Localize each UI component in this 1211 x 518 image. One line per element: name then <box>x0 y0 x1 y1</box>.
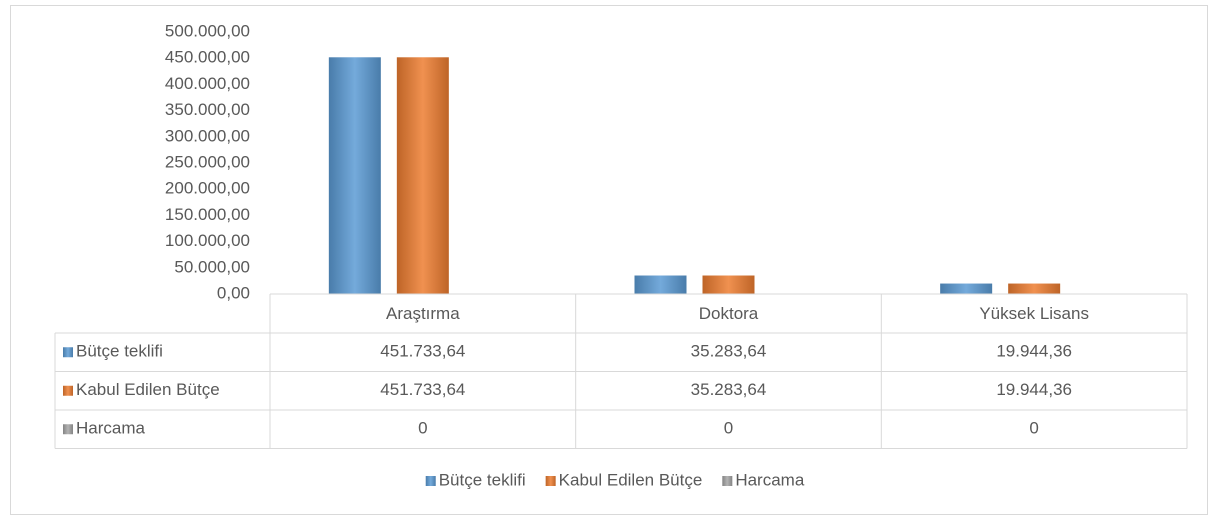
x-tick-label: Doktora <box>699 304 759 323</box>
y-tick-label: 0,00 <box>217 283 250 302</box>
table-value: 451.733,64 <box>380 380 465 399</box>
x-tick-label: Yüksek Lisans <box>979 304 1089 323</box>
y-tick-label: 500.000,00 <box>165 21 250 40</box>
y-tick-label: 250.000,00 <box>165 152 250 171</box>
legend-key <box>425 476 436 486</box>
legend-key <box>63 424 73 435</box>
legend-key <box>63 385 73 396</box>
x-tick-label: Araştırma <box>386 304 460 323</box>
y-tick-label: 450.000,00 <box>165 48 250 67</box>
y-tick-label: 150.000,00 <box>165 205 250 224</box>
legend: Bütçe teklifi Kabul Edilen Bütçe Harcama <box>425 470 805 489</box>
legend-label: Harcama <box>735 470 805 489</box>
legend-key <box>722 476 733 486</box>
table-value: 19.944,36 <box>996 342 1072 361</box>
bar <box>702 275 755 294</box>
series-name: Kabul Edilen Bütçe <box>76 380 220 399</box>
table-value: 0 <box>418 419 427 438</box>
table-value: 0 <box>724 419 733 438</box>
y-tick-label: 200.000,00 <box>165 179 250 198</box>
chart-frame <box>10 5 1208 515</box>
legend-label: Kabul Edilen Bütçe <box>559 470 703 489</box>
series-name: Bütçe teklifi <box>76 342 163 361</box>
y-tick-label: 300.000,00 <box>165 126 250 145</box>
bar <box>328 57 381 295</box>
bar <box>1008 283 1061 294</box>
y-tick-label: 350.000,00 <box>165 100 250 119</box>
table-value: 35.283,64 <box>691 342 767 361</box>
bar <box>940 283 993 294</box>
table-value: 35.283,64 <box>691 380 767 399</box>
y-tick-label: 50.000,00 <box>174 257 250 276</box>
y-tick-label: 100.000,00 <box>165 231 250 250</box>
legend-key <box>63 347 73 358</box>
legend-label: Bütçe teklifi <box>439 470 526 489</box>
y-tick-label: 400.000,00 <box>165 74 250 93</box>
bar <box>396 57 449 295</box>
table-value: 451.733,64 <box>380 342 465 361</box>
table-value: 19.944,36 <box>996 380 1072 399</box>
series-name: Harcama <box>76 419 146 438</box>
legend-key <box>545 476 556 486</box>
bar <box>634 275 687 294</box>
table-value: 0 <box>1029 419 1038 438</box>
